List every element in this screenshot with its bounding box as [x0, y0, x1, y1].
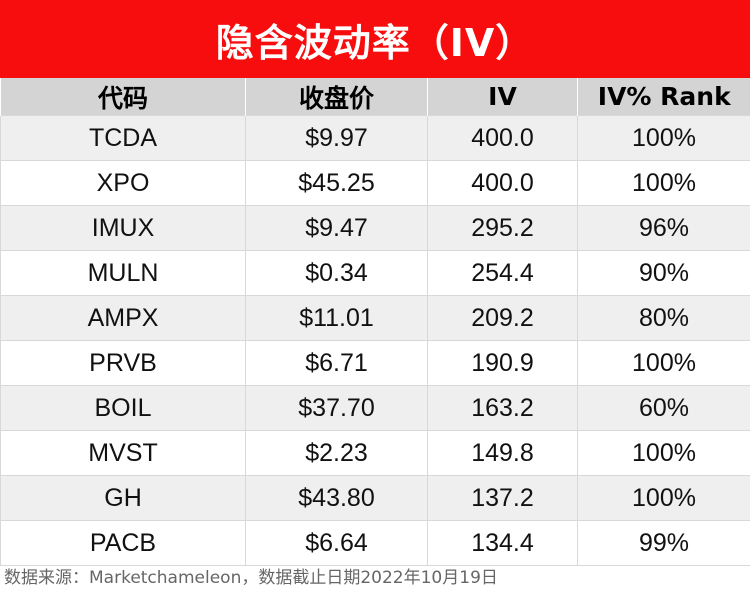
- cell-iv-rank: 100%: [577, 475, 750, 521]
- cell-iv: 400.0: [427, 160, 578, 206]
- table-row: IMUX $9.47 295.2 96%: [0, 205, 750, 251]
- cell-iv-rank: 100%: [577, 160, 750, 206]
- header-row: 代码 收盘价 IV IV% Rank: [0, 78, 750, 116]
- table-row: PACB $6.64 134.4 99%: [0, 520, 750, 566]
- cell-iv-rank: 60%: [577, 385, 750, 431]
- cell-ticker: GH: [0, 475, 246, 521]
- cell-close-price: $9.97: [245, 115, 428, 161]
- cell-iv-rank: 96%: [577, 205, 750, 251]
- table-row: PRVB $6.71 190.9 100%: [0, 340, 750, 386]
- cell-close-price: $9.47: [245, 205, 428, 251]
- cell-iv: 137.2: [427, 475, 578, 521]
- cell-ticker: AMPX: [0, 295, 246, 341]
- cell-iv-rank: 80%: [577, 295, 750, 341]
- cell-close-price: $2.23: [245, 430, 428, 476]
- page-title: 隐含波动率（IV）: [215, 20, 535, 65]
- table-row: TCDA $9.97 400.0 100%: [0, 115, 750, 161]
- header-iv: IV: [427, 78, 578, 116]
- cell-iv: 163.2: [427, 385, 578, 431]
- cell-ticker: PRVB: [0, 340, 246, 386]
- table-row: AMPX $11.01 209.2 80%: [0, 295, 750, 341]
- title-bar: 隐含波动率（IV）: [0, 0, 750, 78]
- cell-iv-rank: 100%: [577, 430, 750, 476]
- cell-iv: 295.2: [427, 205, 578, 251]
- cell-ticker: TCDA: [0, 115, 246, 161]
- source-footnote: 数据来源：Marketchameleon，数据截止日期2022年10月19日: [4, 568, 498, 588]
- cell-iv: 149.8: [427, 430, 578, 476]
- table-row: BOIL $37.70 163.2 60%: [0, 385, 750, 431]
- cell-ticker: MULN: [0, 250, 246, 296]
- cell-ticker: PACB: [0, 520, 246, 566]
- cell-iv-rank: 99%: [577, 520, 750, 566]
- cell-close-price: $6.71: [245, 340, 428, 386]
- cell-ticker: XPO: [0, 160, 246, 206]
- cell-close-price: $0.34: [245, 250, 428, 296]
- table-row: MVST $2.23 149.8 100%: [0, 430, 750, 476]
- cell-close-price: $43.80: [245, 475, 428, 521]
- cell-iv-rank: 90%: [577, 250, 750, 296]
- header-close-price: 收盘价: [245, 78, 428, 116]
- cell-close-price: $11.01: [245, 295, 428, 341]
- cell-close-price: $45.25: [245, 160, 428, 206]
- table-row: MULN $0.34 254.4 90%: [0, 250, 750, 296]
- cell-iv: 209.2: [427, 295, 578, 341]
- table-row: XPO $45.25 400.0 100%: [0, 160, 750, 206]
- header-ticker: 代码: [0, 78, 246, 116]
- cell-close-price: $6.64: [245, 520, 428, 566]
- cell-ticker: BOIL: [0, 385, 246, 431]
- cell-close-price: $37.70: [245, 385, 428, 431]
- cell-ticker: MVST: [0, 430, 246, 476]
- cell-iv: 400.0: [427, 115, 578, 161]
- cell-iv-rank: 100%: [577, 340, 750, 386]
- cell-iv: 190.9: [427, 340, 578, 386]
- cell-iv: 254.4: [427, 250, 578, 296]
- cell-iv: 134.4: [427, 520, 578, 566]
- table-row: GH $43.80 137.2 100%: [0, 475, 750, 521]
- header-iv-rank: IV% Rank: [577, 78, 750, 116]
- cell-ticker: IMUX: [0, 205, 246, 251]
- cell-iv-rank: 100%: [577, 115, 750, 161]
- iv-table: 代码 收盘价 IV IV% Rank TCDA $9.97 400.0 100%…: [0, 78, 750, 566]
